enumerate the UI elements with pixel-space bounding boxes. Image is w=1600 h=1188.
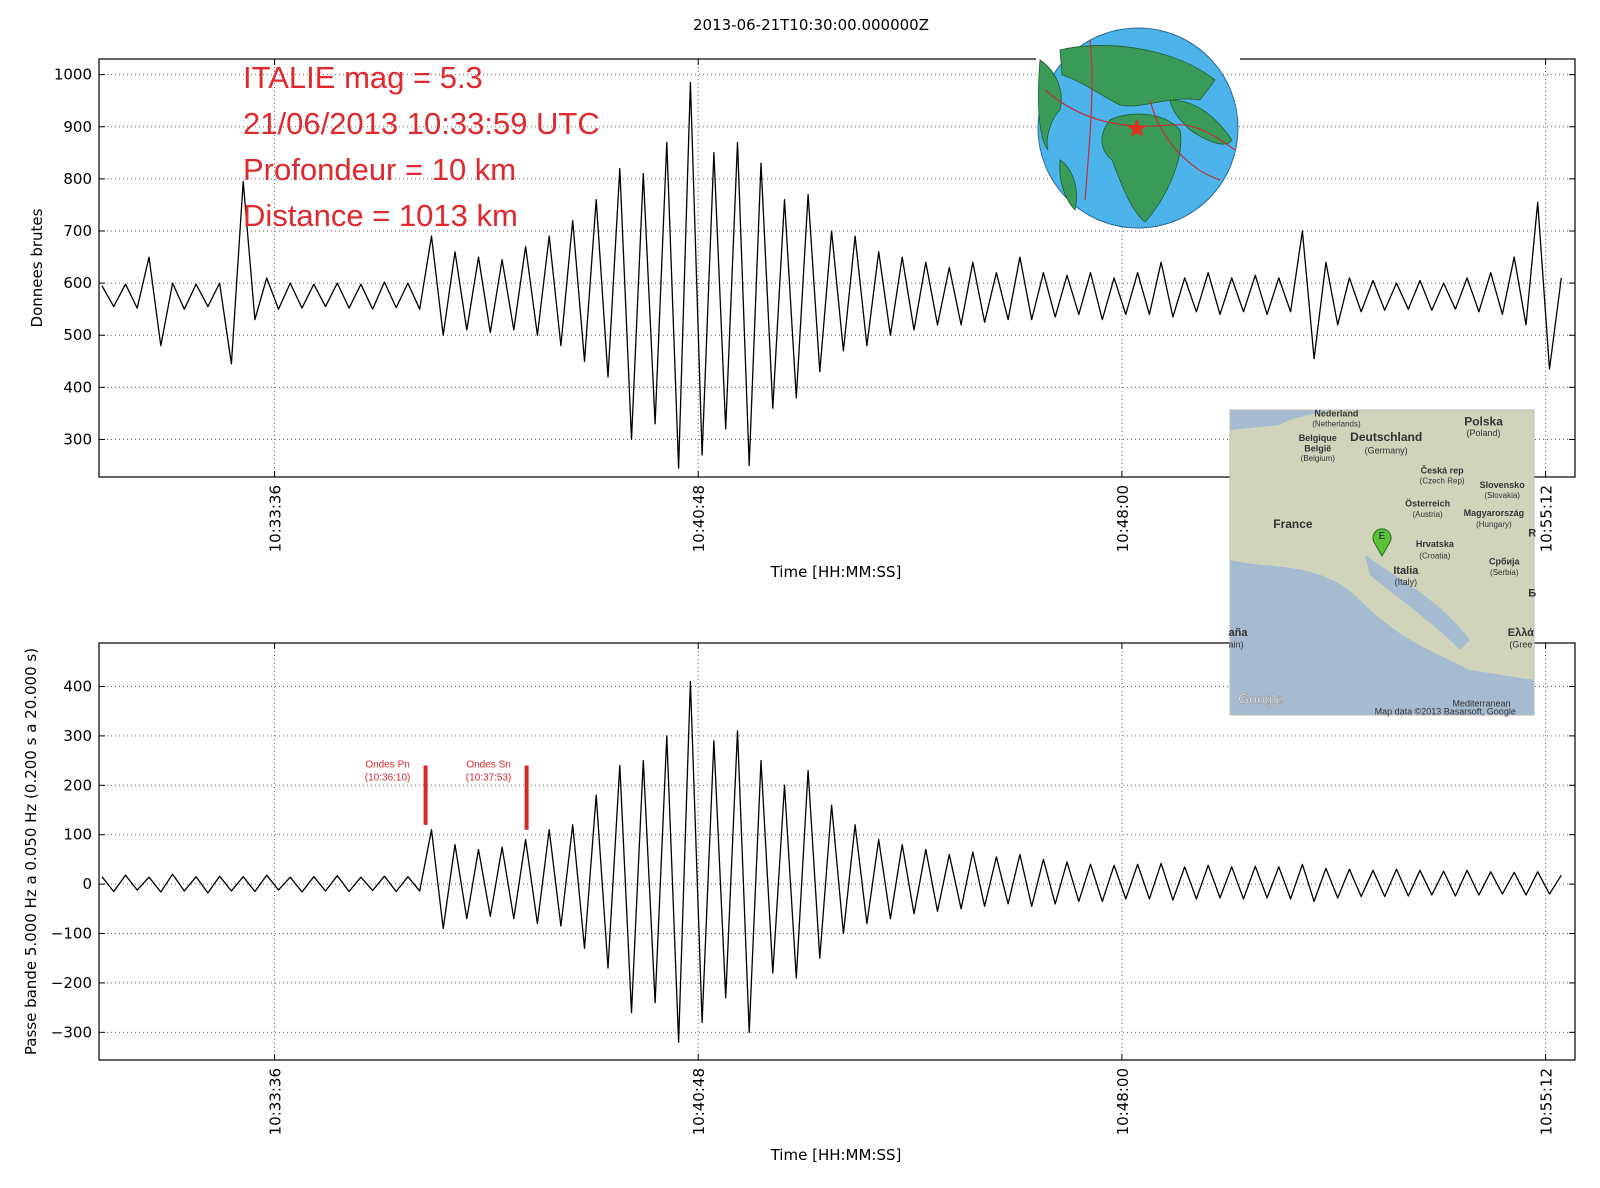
map-label: France: [1273, 517, 1313, 531]
map-label: ain): [1228, 639, 1243, 649]
map-label: (Italy): [1395, 577, 1418, 587]
map-label: (Germany): [1365, 446, 1408, 456]
map-label: (Serbia): [1490, 568, 1519, 577]
map-label: België: [1304, 444, 1331, 454]
pick-time: (10:36:10): [365, 773, 411, 784]
y-tick-label: 400: [63, 378, 92, 396]
x-tick-label: 10:48:00: [1114, 1068, 1132, 1135]
y-tick-label: −300: [51, 1023, 92, 1041]
map-label: (Hungary): [1476, 520, 1512, 529]
y-tick-label: 400: [63, 677, 92, 695]
map-label: (Czech Rep): [1420, 477, 1465, 486]
plot-area: [101, 81, 1562, 469]
axes-frame: [98, 58, 1576, 478]
x-tick-label: 10:48:00: [1114, 485, 1132, 552]
map-label: Nederland: [1314, 408, 1358, 418]
globe-land: [1059, 159, 1077, 211]
y-tick-label: 300: [63, 430, 92, 448]
map-label: Belgique: [1299, 433, 1337, 443]
map-label: (Austria): [1412, 510, 1443, 519]
plot-area: [101, 680, 1562, 1043]
y-tick-label: −200: [51, 974, 92, 992]
map-label: Deutschland: [1350, 430, 1422, 444]
annotation: Distance = 1013 km: [243, 198, 518, 233]
y-tick-label: 600: [63, 274, 92, 292]
y-tick-label: 1000: [54, 66, 92, 84]
map-label: Ελλά: [1508, 627, 1534, 639]
map-label: Б: [1528, 588, 1536, 600]
pick-label: Ondes Pn: [365, 760, 409, 771]
x-axis-label: Time [HH:MM:SS]: [770, 1146, 902, 1164]
annotation: Profondeur = 10 km: [243, 152, 516, 187]
map-label: (Poland): [1467, 428, 1501, 438]
y-tick-label: 700: [63, 222, 92, 240]
map-label: Map data ©2013 Basarsoft, Google: [1375, 707, 1516, 717]
y-axis-label: Passe bande 5.000 Hz a 0.050 Hz (0.200 s…: [22, 648, 40, 1055]
y-tick-label: 0: [82, 875, 92, 893]
map-pin: [1372, 528, 1392, 558]
map-label: (Belgium): [1301, 454, 1336, 463]
globe-land: [1169, 99, 1233, 145]
map-sea: [1230, 410, 1330, 430]
map-label: Österreich: [1405, 498, 1450, 508]
annotation: ITALIE mag = 5.3: [243, 60, 483, 95]
x-tick-label: 10:40:48: [690, 1068, 708, 1135]
map-label: Polska: [1464, 415, 1503, 429]
map-label: (Netherlands): [1312, 420, 1361, 429]
plate-boundary: [1149, 99, 1221, 181]
map-border: [1229, 409, 1535, 716]
y-tick-label: 800: [63, 170, 92, 188]
epicenter: [1127, 119, 1147, 137]
map-label: Google: [1238, 690, 1283, 706]
map-label: Србија: [1489, 556, 1521, 566]
map-label: Magyarország: [1464, 508, 1525, 518]
map-label: R: [1528, 528, 1536, 540]
map-label: Mediterranean: [1452, 698, 1510, 708]
axes-frame: [98, 642, 1576, 1061]
map-marker-label: E: [1379, 531, 1386, 542]
map-label: aña: [1229, 627, 1249, 639]
pick-label: Ondes Sn: [466, 760, 510, 771]
globe-land: [1101, 113, 1182, 223]
x-tick-label: 10:40:48: [690, 485, 708, 552]
waveform: [101, 680, 1562, 1043]
x-tick-label: 10:55:12: [1538, 485, 1556, 552]
map-sea: [1230, 560, 1534, 715]
map-sea: [1365, 555, 1470, 650]
x-tick-label: 10:33:36: [267, 485, 285, 552]
plate-boundary: [1044, 89, 1236, 151]
map-label: (Slovakia): [1484, 491, 1520, 500]
map-label: Hrvatska: [1416, 539, 1455, 549]
map-label: (Gree: [1509, 639, 1532, 649]
map-label: (Croatia): [1419, 551, 1450, 560]
map-inset: E Nederland (Netherlands) BelgiqueBelgië(Be…: [1228, 408, 1536, 716]
globe-land: [1038, 59, 1062, 151]
globe: [1037, 27, 1239, 229]
pick-time: (10:37:53): [466, 773, 512, 784]
y-axis-label: Donnees brutes: [28, 208, 46, 327]
x-tick-label: 10:33:36: [267, 1068, 285, 1135]
map-label: Česká rep: [1421, 464, 1465, 475]
chart-title: 2013-06-21T10:30:00.000000Z: [693, 16, 929, 34]
y-tick-label: 100: [63, 826, 92, 844]
y-tick-label: −100: [51, 925, 92, 943]
y-tick-label: 900: [63, 118, 92, 136]
x-axis-label: Time [HH:MM:SS]: [770, 563, 902, 581]
y-tick-label: 300: [63, 727, 92, 745]
y-tick-label: 200: [63, 776, 92, 794]
map-label: Italia: [1393, 565, 1419, 577]
plate-boundary: [1084, 39, 1093, 201]
map-label: Slovensko: [1480, 480, 1526, 490]
waveform: [101, 81, 1562, 469]
x-tick-label: 10:55:12: [1538, 1068, 1556, 1135]
annotation: 21/06/2013 10:33:59 UTC: [243, 106, 600, 141]
y-tick-label: 500: [63, 326, 92, 344]
